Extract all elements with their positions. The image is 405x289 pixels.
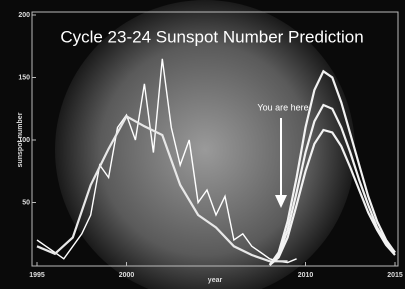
x-axis-label: year xyxy=(208,277,223,284)
y-tick-label: 150 xyxy=(18,74,30,81)
y-tick-label: 200 xyxy=(18,12,30,19)
y-tick-label: 50 xyxy=(22,199,30,206)
x-tick-label: 2000 xyxy=(119,272,135,279)
x-tick-label: 2015 xyxy=(387,272,403,279)
page: {"chart_data": {"type": "line", "title":… xyxy=(0,0,405,289)
chart: Cycle 23-24 Sunspot Number Prediction ye… xyxy=(0,0,405,289)
annotation: You are here xyxy=(257,102,308,112)
x-tick-label: 2010 xyxy=(298,272,314,279)
chart-title: Cycle 23-24 Sunspot Number Prediction xyxy=(60,27,363,46)
x-tick-label: 1995 xyxy=(29,272,45,279)
y-tick-label: 100 xyxy=(18,137,30,144)
